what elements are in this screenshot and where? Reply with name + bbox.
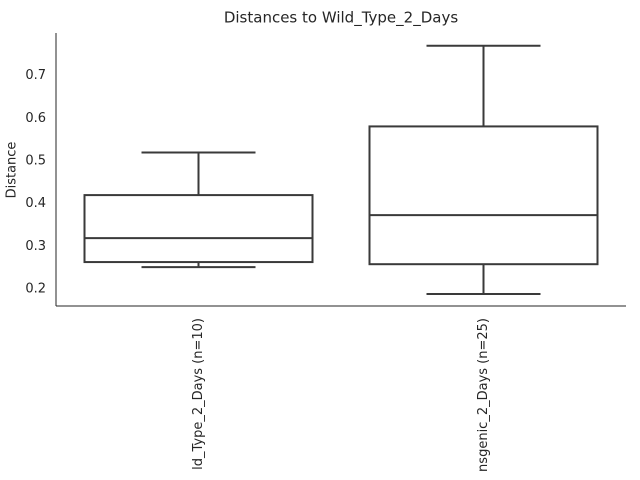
x-tick-label: nsgenic_2_Days (n=25) <box>476 318 491 472</box>
y-tick-label: 0.4 <box>25 196 46 211</box>
y-tick-label: 0.5 <box>25 153 46 168</box>
y-tick-label: 0.6 <box>25 111 46 126</box>
box <box>83 194 314 264</box>
box <box>368 125 599 266</box>
y-tick-label: 0.2 <box>25 281 46 296</box>
y-tick-label: 0.7 <box>25 68 46 83</box>
y-tick-label: 0.3 <box>25 239 46 254</box>
chart-title: Distances to Wild_Type_2_Days <box>224 9 458 28</box>
y-axis-label: Distance <box>5 142 20 199</box>
x-tick-label: ld_Type_2_Days (n=10) <box>191 318 206 470</box>
